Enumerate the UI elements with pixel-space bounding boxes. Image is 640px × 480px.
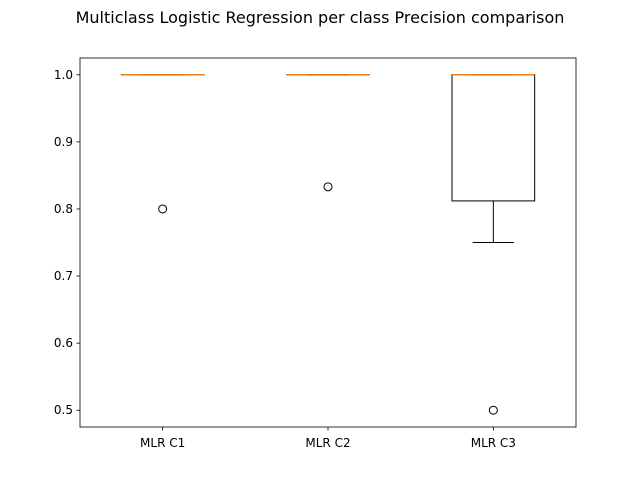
chart-title: Multiclass Logistic Regression per class… [76,8,565,27]
x-tick-label: MLR C2 [305,436,350,450]
y-tick-label: 0.9 [54,135,73,149]
y-tick-label: 0.5 [54,403,73,417]
y-tick-label: 1.0 [54,68,73,82]
boxes [120,74,536,415]
y-tick-label: 0.6 [54,336,73,350]
x-tick-label: MLR C3 [471,436,516,450]
box-3 [451,74,536,415]
box-2 [286,74,370,192]
box-1 [120,74,205,214]
outlier-point [158,204,168,214]
x-tick-label: MLR C1 [140,436,185,450]
plot-area-frame [79,57,577,428]
iqr-box [451,74,536,202]
y-tick-label: 0.8 [54,202,73,216]
y-tick-label: 0.7 [54,269,73,283]
outlier-point [488,405,498,415]
outlier-point [323,182,333,192]
axis-ticks: 0.5 0.6 0.7 0.8 0.9 1.0 MLR C1 MLR C2 MLR C3 [54,68,516,450]
